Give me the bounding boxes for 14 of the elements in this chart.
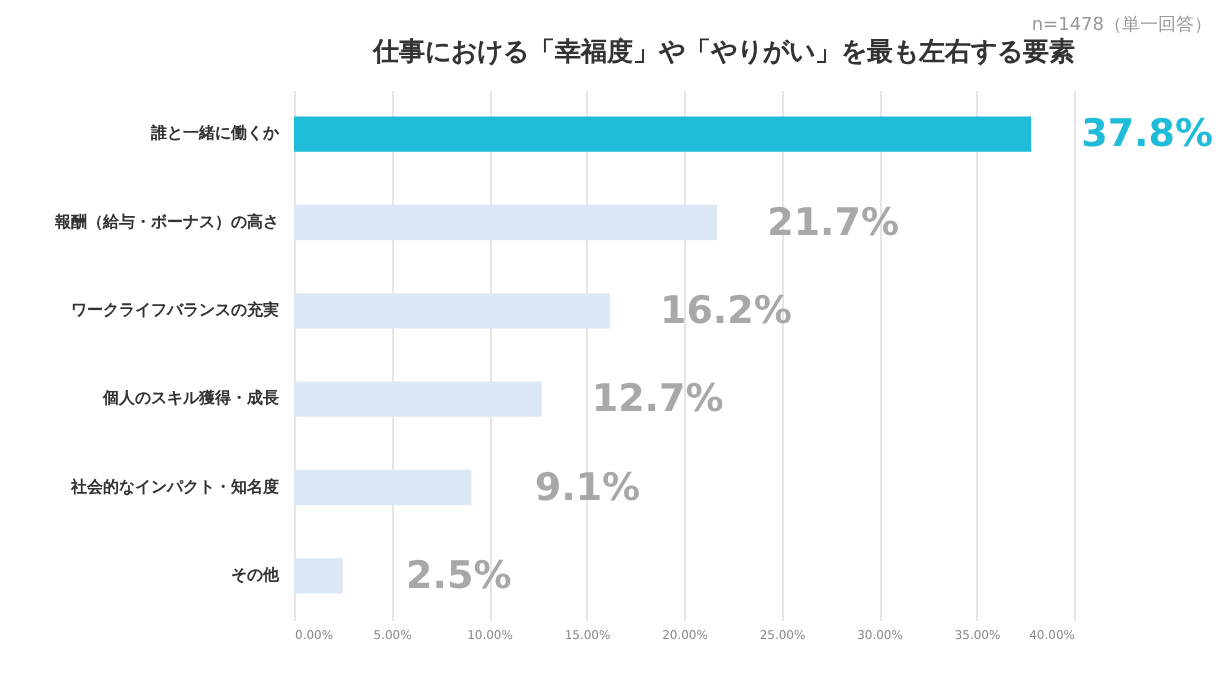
y-tick-label: 報酬（給与・ボーナス）の高さ [53, 210, 279, 231]
data-label: 37.8% [1081, 112, 1214, 157]
y-tick-label: 誰と一緒に働くか [149, 124, 281, 143]
text: n=1478（単一回答） [1031, 13, 1212, 37]
data-label: 21.7% [767, 200, 900, 245]
y-tick-label: 社会的なインパクト・知名度 [69, 475, 279, 496]
data-label: 16.2% [659, 288, 792, 333]
data-label: 2.5% [406, 553, 512, 598]
chart-title: 仕事における「幸福度」や「やりがい」を最も左右する要素 [371, 36, 1075, 68]
data-label: 12.7% [591, 377, 724, 422]
y-tick-label: ワークライフバランスの充実 [71, 298, 279, 319]
y-tick-label: その他 [231, 565, 281, 584]
data-label: 9.1% [534, 465, 641, 510]
y-tick-label: 個人のスキル獲得・成長 [101, 389, 279, 408]
